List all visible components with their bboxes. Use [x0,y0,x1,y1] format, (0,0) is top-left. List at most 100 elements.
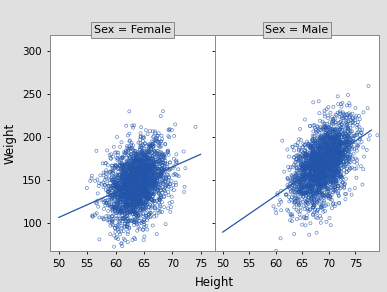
Point [334,170,340,175]
Point [330,170,336,174]
Point [140,143,146,147]
Point [132,192,138,196]
Point [312,148,319,153]
Point [329,169,335,174]
Point [324,143,330,148]
Point [130,194,136,199]
Point [317,168,324,173]
Point [286,168,293,172]
Point [338,140,344,144]
Point [116,188,122,192]
Point [110,217,116,222]
Point [157,150,163,154]
Point [130,186,137,191]
Point [302,174,308,179]
Point [142,192,148,197]
Point [337,164,343,168]
Point [330,168,337,173]
Point [108,169,114,174]
Point [293,153,299,158]
Point [141,146,147,151]
Point [115,216,121,221]
Point [137,200,143,204]
Point [123,195,129,200]
Point [167,209,173,214]
Point [125,189,131,194]
Point [113,206,119,210]
Point [314,186,320,191]
Point [145,157,151,162]
Point [141,188,147,193]
Point [122,169,128,174]
Point [289,212,295,217]
Point [159,178,165,182]
Point [310,157,317,161]
Point [320,193,326,197]
Point [347,153,353,158]
Point [306,172,312,177]
Point [138,181,144,186]
Point [313,147,319,152]
Point [329,162,336,167]
Point [307,171,313,175]
Point [292,177,298,182]
Point [348,166,354,171]
Point [149,198,155,202]
Point [130,176,136,180]
Point [128,146,135,151]
Point [123,175,130,180]
Point [336,136,342,140]
Point [320,164,327,169]
Point [158,186,164,190]
Point [336,134,342,139]
Point [307,175,313,180]
Point [139,154,146,159]
Point [339,166,345,170]
Point [345,126,351,131]
Point [327,154,333,159]
Point [333,141,339,146]
Point [337,152,343,157]
Point [139,155,145,160]
Point [322,131,329,135]
Point [325,124,331,129]
Point [301,166,308,171]
Point [346,144,352,149]
Point [135,170,141,175]
Point [118,229,124,234]
Point [317,171,323,176]
Point [128,168,134,173]
Point [289,176,296,181]
Point [301,155,307,159]
Point [131,169,137,174]
Point [157,157,163,162]
Point [147,186,153,191]
Point [302,152,308,157]
Point [321,162,327,167]
Point [126,175,132,179]
Point [137,131,144,136]
Point [324,148,330,153]
Point [309,167,315,172]
Point [148,160,154,164]
Point [139,178,145,182]
Point [307,185,313,189]
Point [325,160,331,165]
Point [134,194,140,199]
Point [140,182,146,187]
Point [300,186,306,191]
Point [158,195,164,199]
Point [127,175,133,180]
Point [115,176,121,181]
Point [125,199,132,204]
Point [104,197,111,202]
Point [119,171,125,176]
Point [309,175,315,180]
Point [349,165,355,170]
Point [328,128,334,133]
Point [286,195,292,199]
Point [135,195,141,199]
Point [333,161,339,165]
Point [307,143,313,147]
Point [135,182,142,187]
